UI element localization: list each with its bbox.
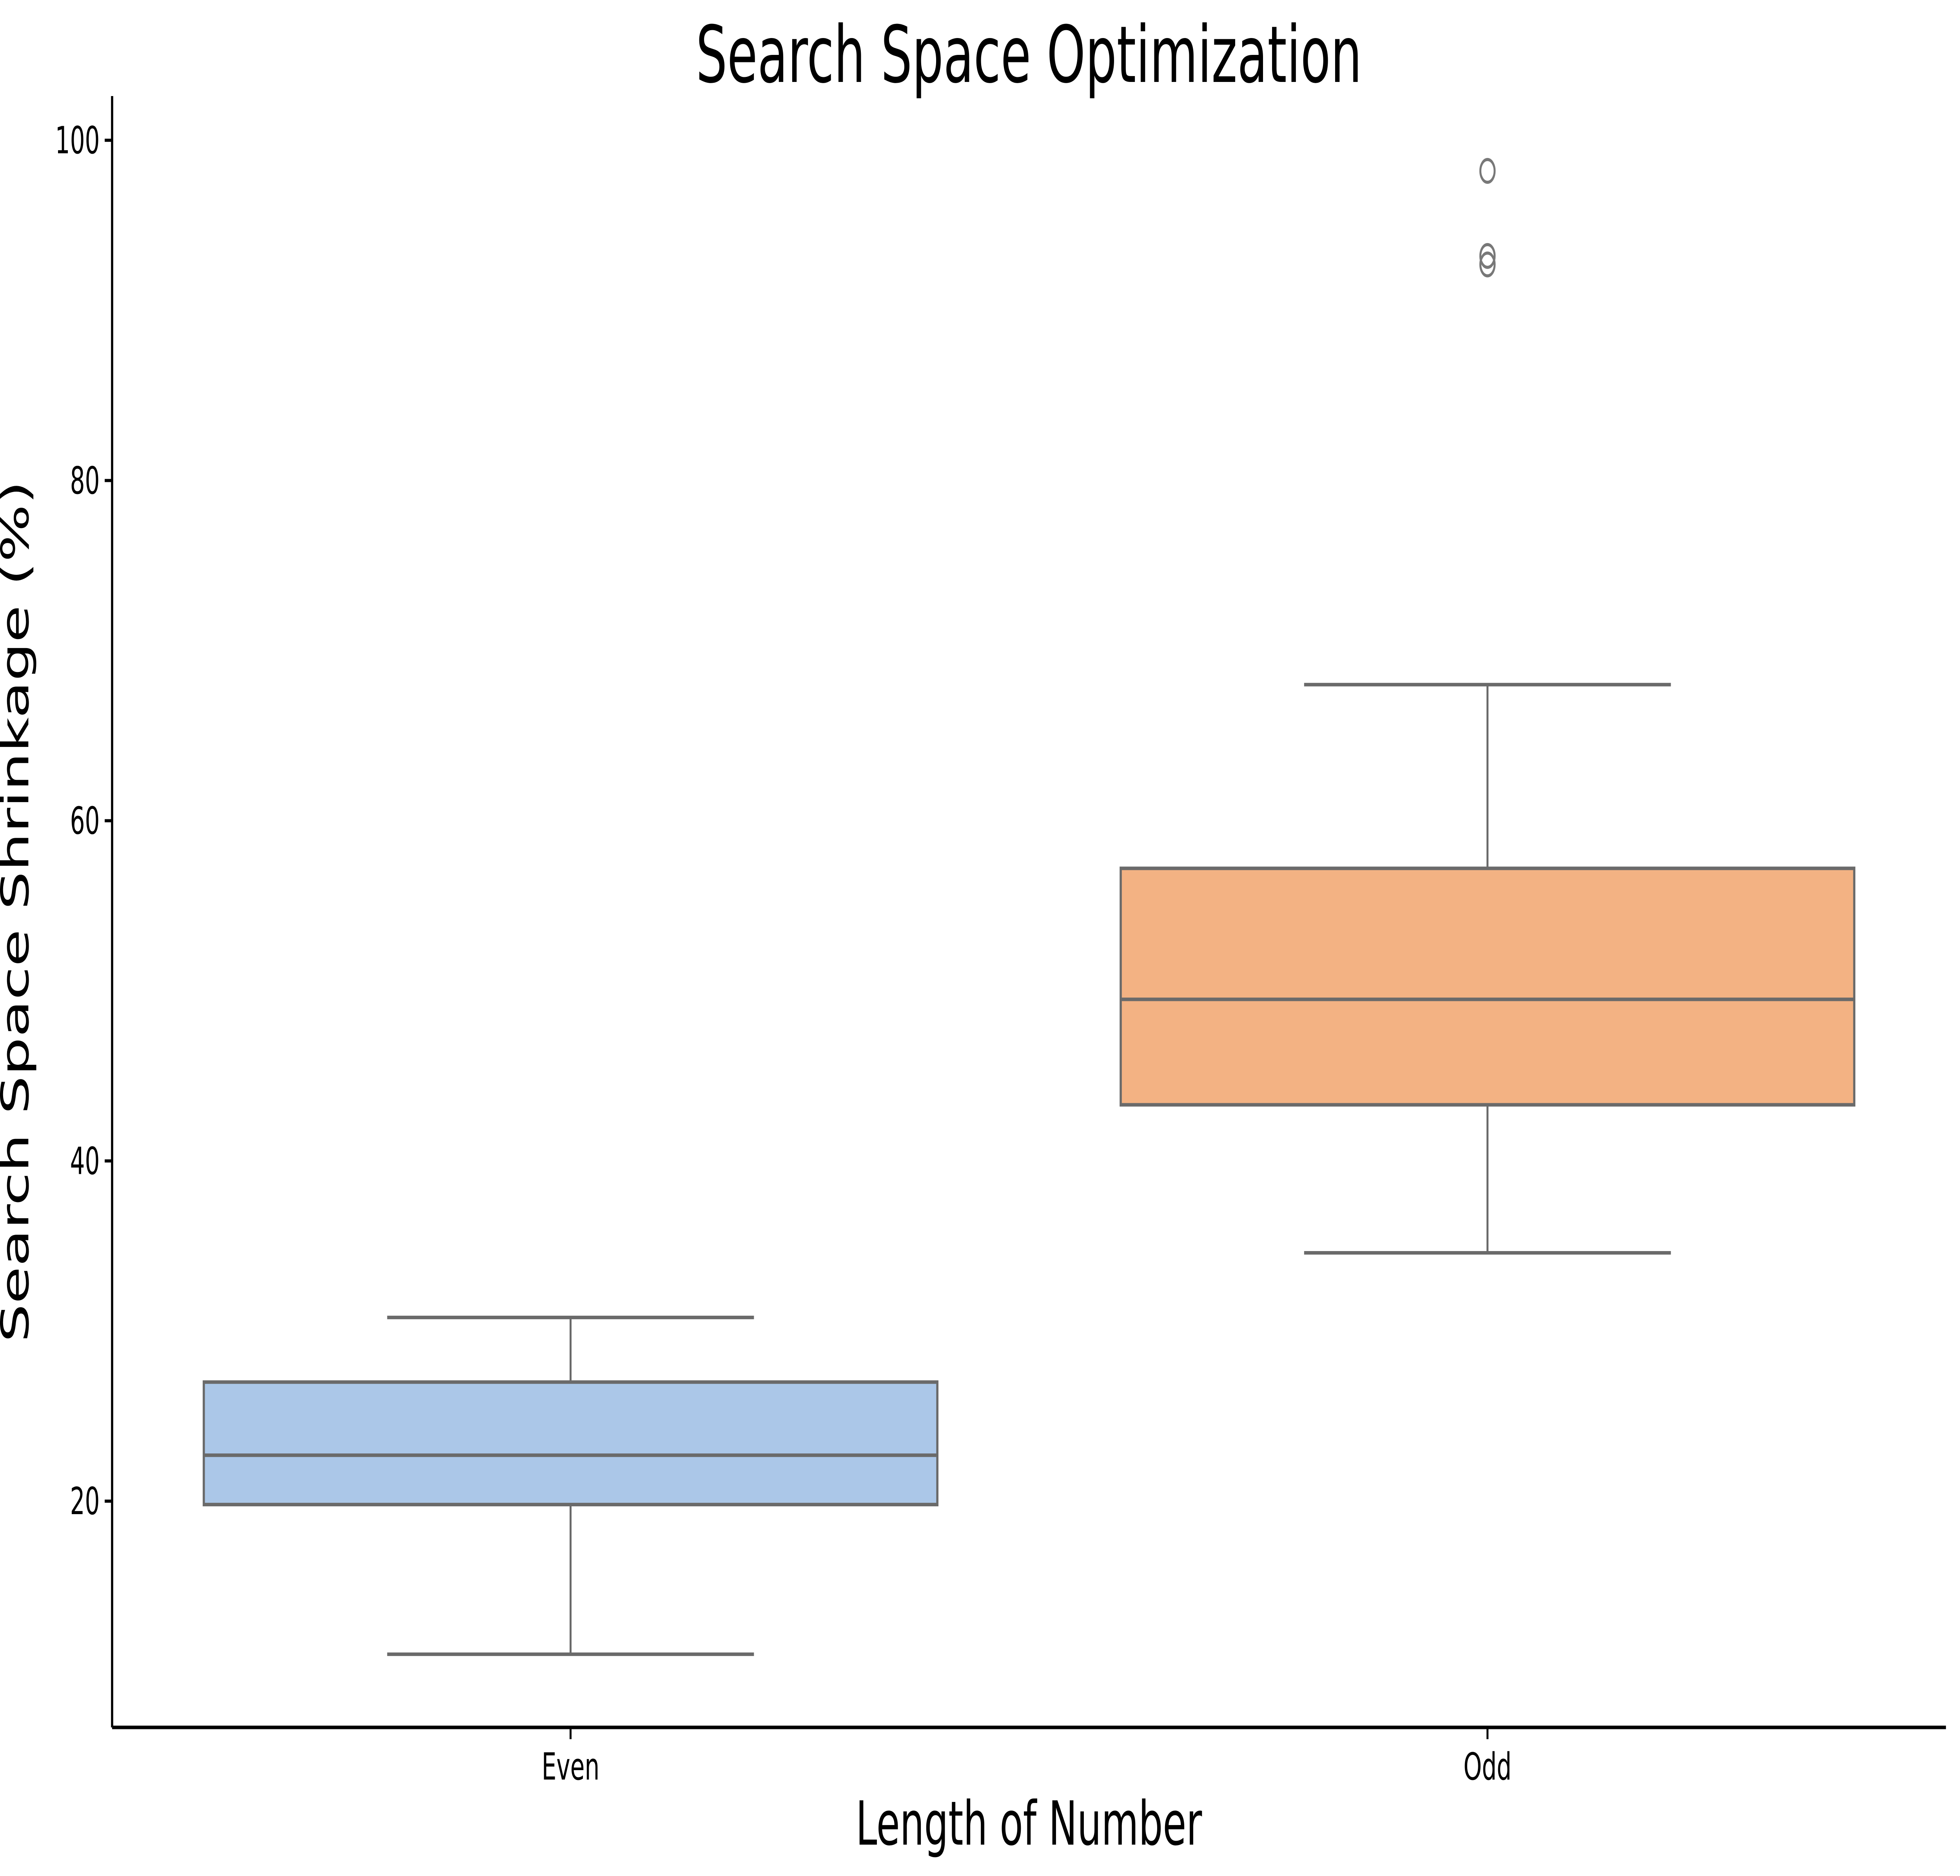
- y-tick-label: 100: [55, 118, 100, 162]
- outlier-point: [1479, 158, 1496, 184]
- x-tick-label-even: Even: [542, 1745, 600, 1789]
- iqr-box: [203, 1380, 938, 1507]
- y-tick-label: 80: [70, 459, 100, 502]
- y-tick-label: 40: [70, 1139, 100, 1183]
- outlier-point: [1479, 243, 1496, 269]
- chart-title: Search Space Optimization: [696, 10, 1362, 101]
- y-tick-label: 60: [70, 799, 100, 843]
- box-odd: [1120, 158, 1856, 1255]
- box-even: [203, 1315, 938, 1656]
- outlier-point: [1479, 251, 1496, 278]
- x-tick-label-odd: Odd: [1463, 1745, 1512, 1789]
- plot-area: [203, 158, 1856, 1656]
- y-tick-label: 20: [70, 1480, 100, 1523]
- y-axis-title: Search Space Shrinkage (%): [0, 481, 38, 1342]
- iqr-box: [1120, 866, 1856, 1107]
- x-axis: Even Odd: [112, 1725, 1946, 1789]
- y-axis: 20 40 60 80 100: [55, 96, 113, 1727]
- x-axis-title: Length of Number: [856, 1788, 1202, 1859]
